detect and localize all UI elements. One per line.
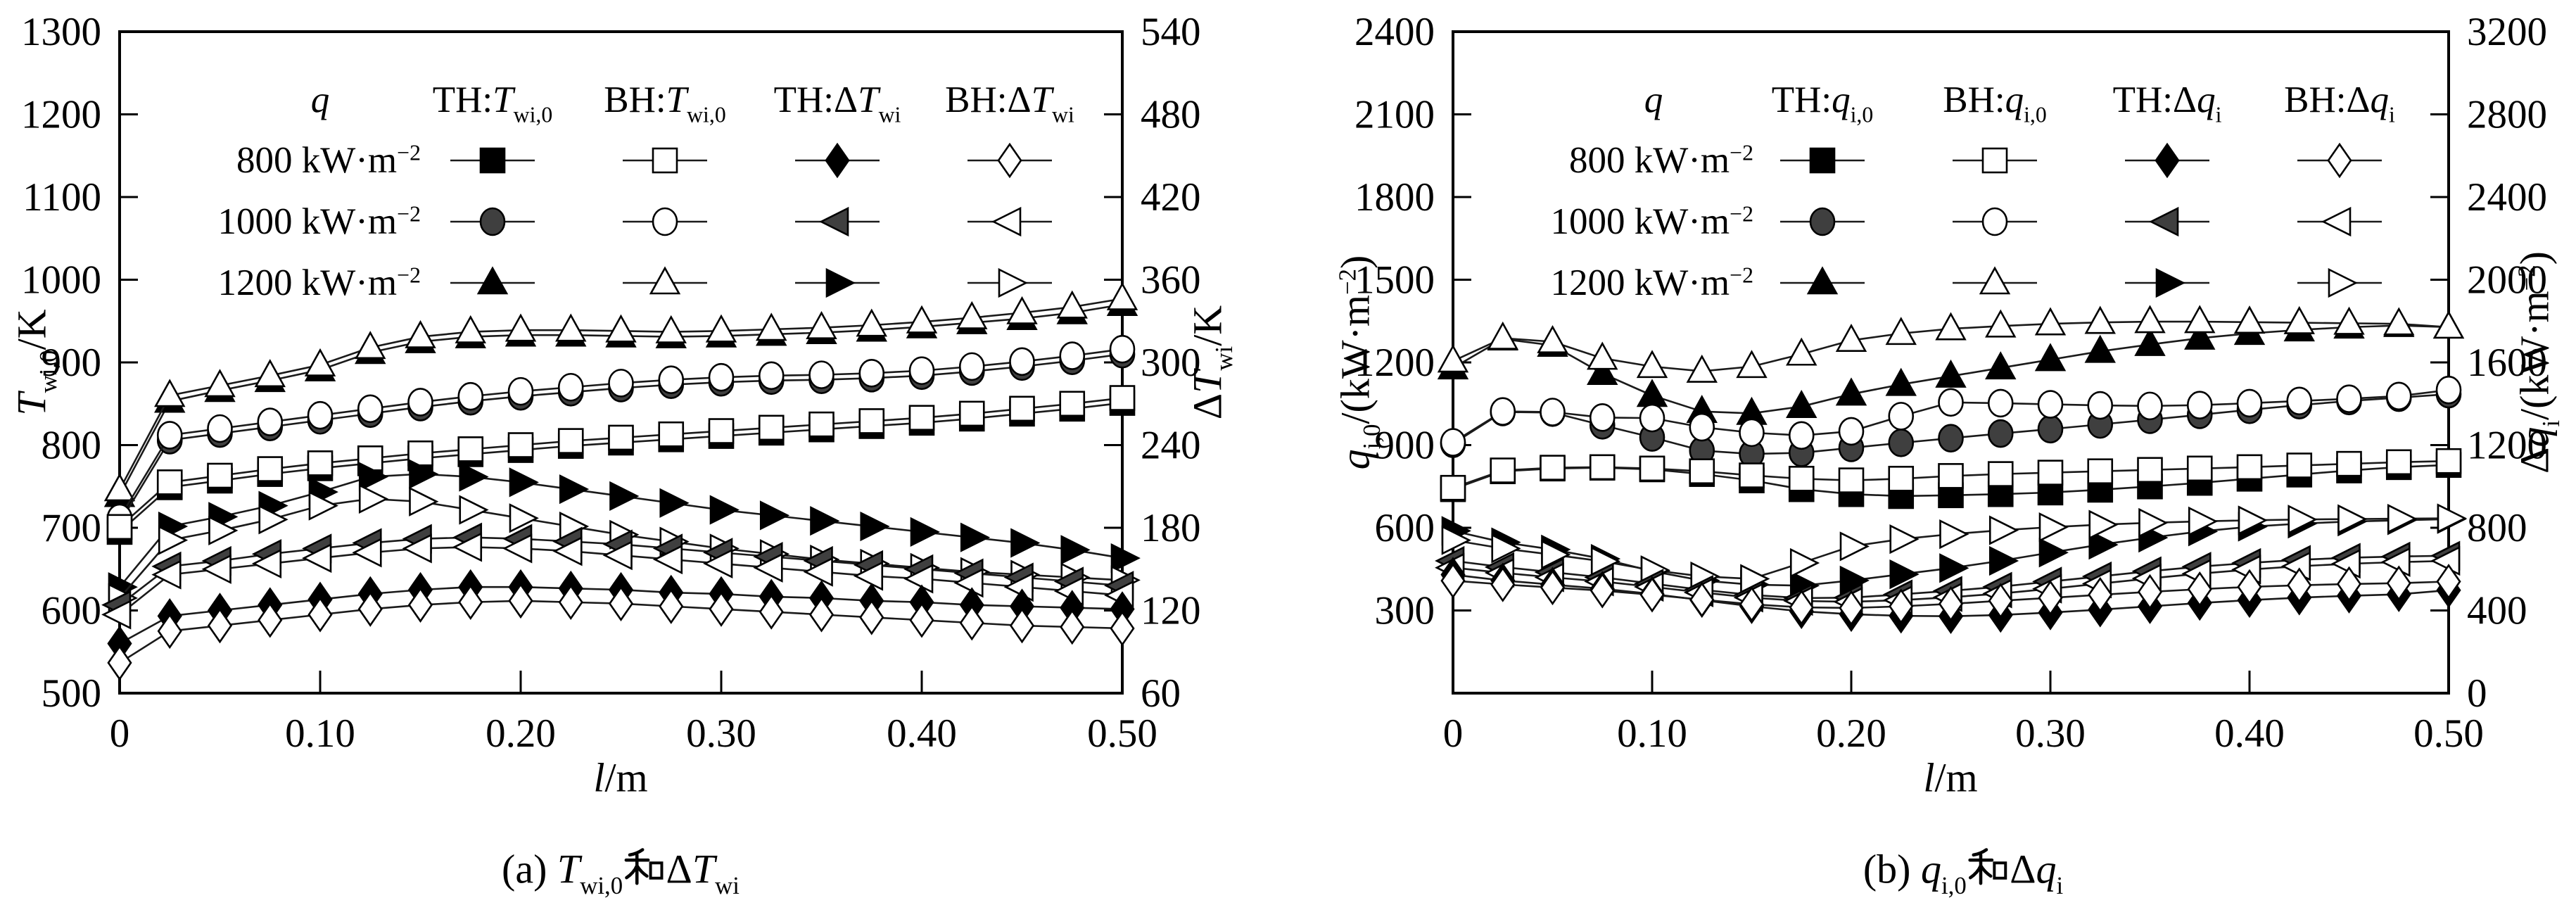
cjk-he-character (1968, 847, 2008, 887)
series-a-BH-Twi0-800 (106, 385, 1136, 540)
y-left-tick-label-a: 800 (42, 424, 102, 468)
legend-header-q-b: q (1644, 80, 1663, 120)
y-left-tick-label-b: 2100 (1354, 93, 1435, 137)
y-left-tick-label-a: 500 (42, 671, 102, 716)
series-b-BH-qi0-1000 (1440, 375, 2462, 457)
y-left-tick-label-a: 1300 (21, 10, 101, 54)
axis-label-b-right: Δqi/(kW·m−2) (2511, 251, 2565, 474)
series-b-BH-dqi-800 (1440, 562, 2461, 626)
legend-row-label-1-a: 800 kW·m−2 (236, 140, 421, 181)
y-left-tick-label-b: 2400 (1354, 10, 1435, 54)
series-b-BH-qi0-800 (1440, 448, 2462, 501)
x-tick-label-b: 0.40 (2214, 711, 2285, 756)
legend-header-col1-a: TH:Twi,0 (432, 80, 553, 127)
cjk-he-glyph (624, 848, 664, 885)
legend-header-col4-b: BH:Δqi (2284, 80, 2395, 127)
legend-markers-a (450, 142, 1052, 298)
chart-a: 0 0.10 0.20 0.30 0.40 0.50 1300 1200 1100 1000 900… (21, 10, 1201, 756)
x-tick-label-b: 0.50 (2413, 711, 2484, 756)
y-left-tick-label-b: 300 (1375, 589, 1435, 633)
y-right-tick-label-b: 0 (2467, 671, 2487, 716)
y-right-tick-label-b: 1200 (2467, 424, 2547, 468)
axis-label-a-left: Twi,0/K (8, 309, 63, 416)
x-tick-label-a: 0.30 (686, 711, 756, 756)
axis-label-b-left: qi,0/(kW·m−2) (1332, 255, 1386, 470)
series-a-BH-dTwi-1000 (101, 532, 1134, 630)
x-tick-label-b: 0 (1443, 711, 1464, 756)
legend-row-label-2-a: 1000 kW·m−2 (217, 201, 421, 242)
axis-label-b-x: l/m (1923, 754, 1978, 801)
y-left-tick-label-b: 1500 (1354, 258, 1435, 303)
series-a-BH-Twi0-1200 (103, 281, 1138, 502)
y-right-tick-label-b: 1600 (2467, 341, 2547, 385)
y-left-tick-label-a: 600 (42, 589, 102, 633)
caption-chart-b: (b) qi,0 Δqi (1863, 846, 2064, 900)
y-right-tick-label-b: 3200 (2467, 10, 2547, 54)
y-right-tick-label-a: 420 (1141, 175, 1201, 220)
y-right-tick-label-a: 300 (1141, 341, 1201, 385)
legend-row-label-3-a: 1200 kW·m−2 (217, 262, 421, 303)
legend-markers-b (1780, 142, 2382, 298)
cjk-he-glyph (1968, 848, 2007, 885)
y-left-tick-label-a: 700 (42, 506, 102, 550)
x-tick-label-a: 0.10 (285, 711, 355, 756)
y-left-tick-label-b: 1800 (1354, 175, 1435, 220)
x-tick-label-b: 0.30 (2015, 711, 2086, 756)
x-tick-label-a: 0.20 (486, 711, 556, 756)
series-b-BH-qi0-1200 (1437, 305, 2465, 383)
axis-label-a-right: ΔTwi/K (1184, 305, 1238, 420)
y-right-tick-label-a: 540 (1141, 10, 1201, 54)
x-tick-label-a: 0.40 (887, 711, 957, 756)
y-right-tick-label-a: 360 (1141, 258, 1201, 303)
y-right-tick-label-b: 2000 (2467, 258, 2547, 303)
caption-chart-a: (a) Twi,0 ΔTwi (502, 846, 740, 900)
cjk-he-character (624, 847, 664, 887)
y-right-tick-label-a: 480 (1141, 93, 1201, 137)
y-left-tick-label-a: 1000 (21, 258, 101, 303)
x-tick-label-a: 0.50 (1087, 711, 1157, 756)
axis-label-a-x: l/m (593, 754, 648, 801)
legend-row-label-1-b: 800 kW·m−2 (1569, 140, 1753, 181)
y-left-tick-label-a: 1200 (21, 93, 101, 137)
y-right-tick-label-a: 120 (1141, 589, 1201, 633)
series-a-BH-dTwi-800 (107, 583, 1135, 681)
series-b-BH-dqi-1200 (1441, 503, 2467, 594)
y-right-tick-label-a: 240 (1141, 424, 1201, 468)
legend-header-col2-a: BH:Twi,0 (604, 80, 726, 127)
y-right-tick-label-b: 2400 (2467, 175, 2547, 220)
y-left-tick-label-a: 1100 (23, 175, 101, 220)
legend-header-col3-a: TH:ΔTwi (773, 80, 901, 127)
y-left-tick-label-a: 900 (42, 341, 102, 385)
y-left-tick-label-b: 1200 (1354, 341, 1435, 385)
x-tick-label-a: 0 (110, 711, 130, 756)
y-right-tick-label-a: 180 (1141, 506, 1201, 550)
legend-header-col1-b: TH:qi,0 (1771, 80, 1874, 127)
legend-header-q-a: q (310, 80, 330, 120)
y-right-tick-label-b: 800 (2467, 506, 2527, 550)
chart-b: 0 0.10 0.20 0.30 0.40 0.50 2400 2100 1800 1500 120… (1354, 10, 2547, 756)
y-left-tick-label-b: 900 (1375, 424, 1435, 468)
y-left-tick-label-b: 600 (1375, 506, 1435, 550)
legend-row-label-3-b: 1200 kW·m−2 (1550, 262, 1754, 303)
legend-row-label-2-b: 1000 kW·m−2 (1550, 201, 1754, 242)
legend-header-col4-a: BH:ΔTwi (945, 80, 1074, 127)
y-right-tick-label-a: 60 (1141, 671, 1181, 716)
legend-header-col2-b: BH:qi,0 (1943, 80, 2047, 127)
legend-header-col3-b: TH:Δqi (2112, 80, 2222, 127)
y-right-tick-label-b: 2800 (2467, 93, 2547, 137)
x-tick-label-b: 0.20 (1816, 711, 1886, 756)
x-tick-label-b: 0.10 (1617, 711, 1687, 756)
y-right-tick-label-b: 400 (2467, 589, 2527, 633)
